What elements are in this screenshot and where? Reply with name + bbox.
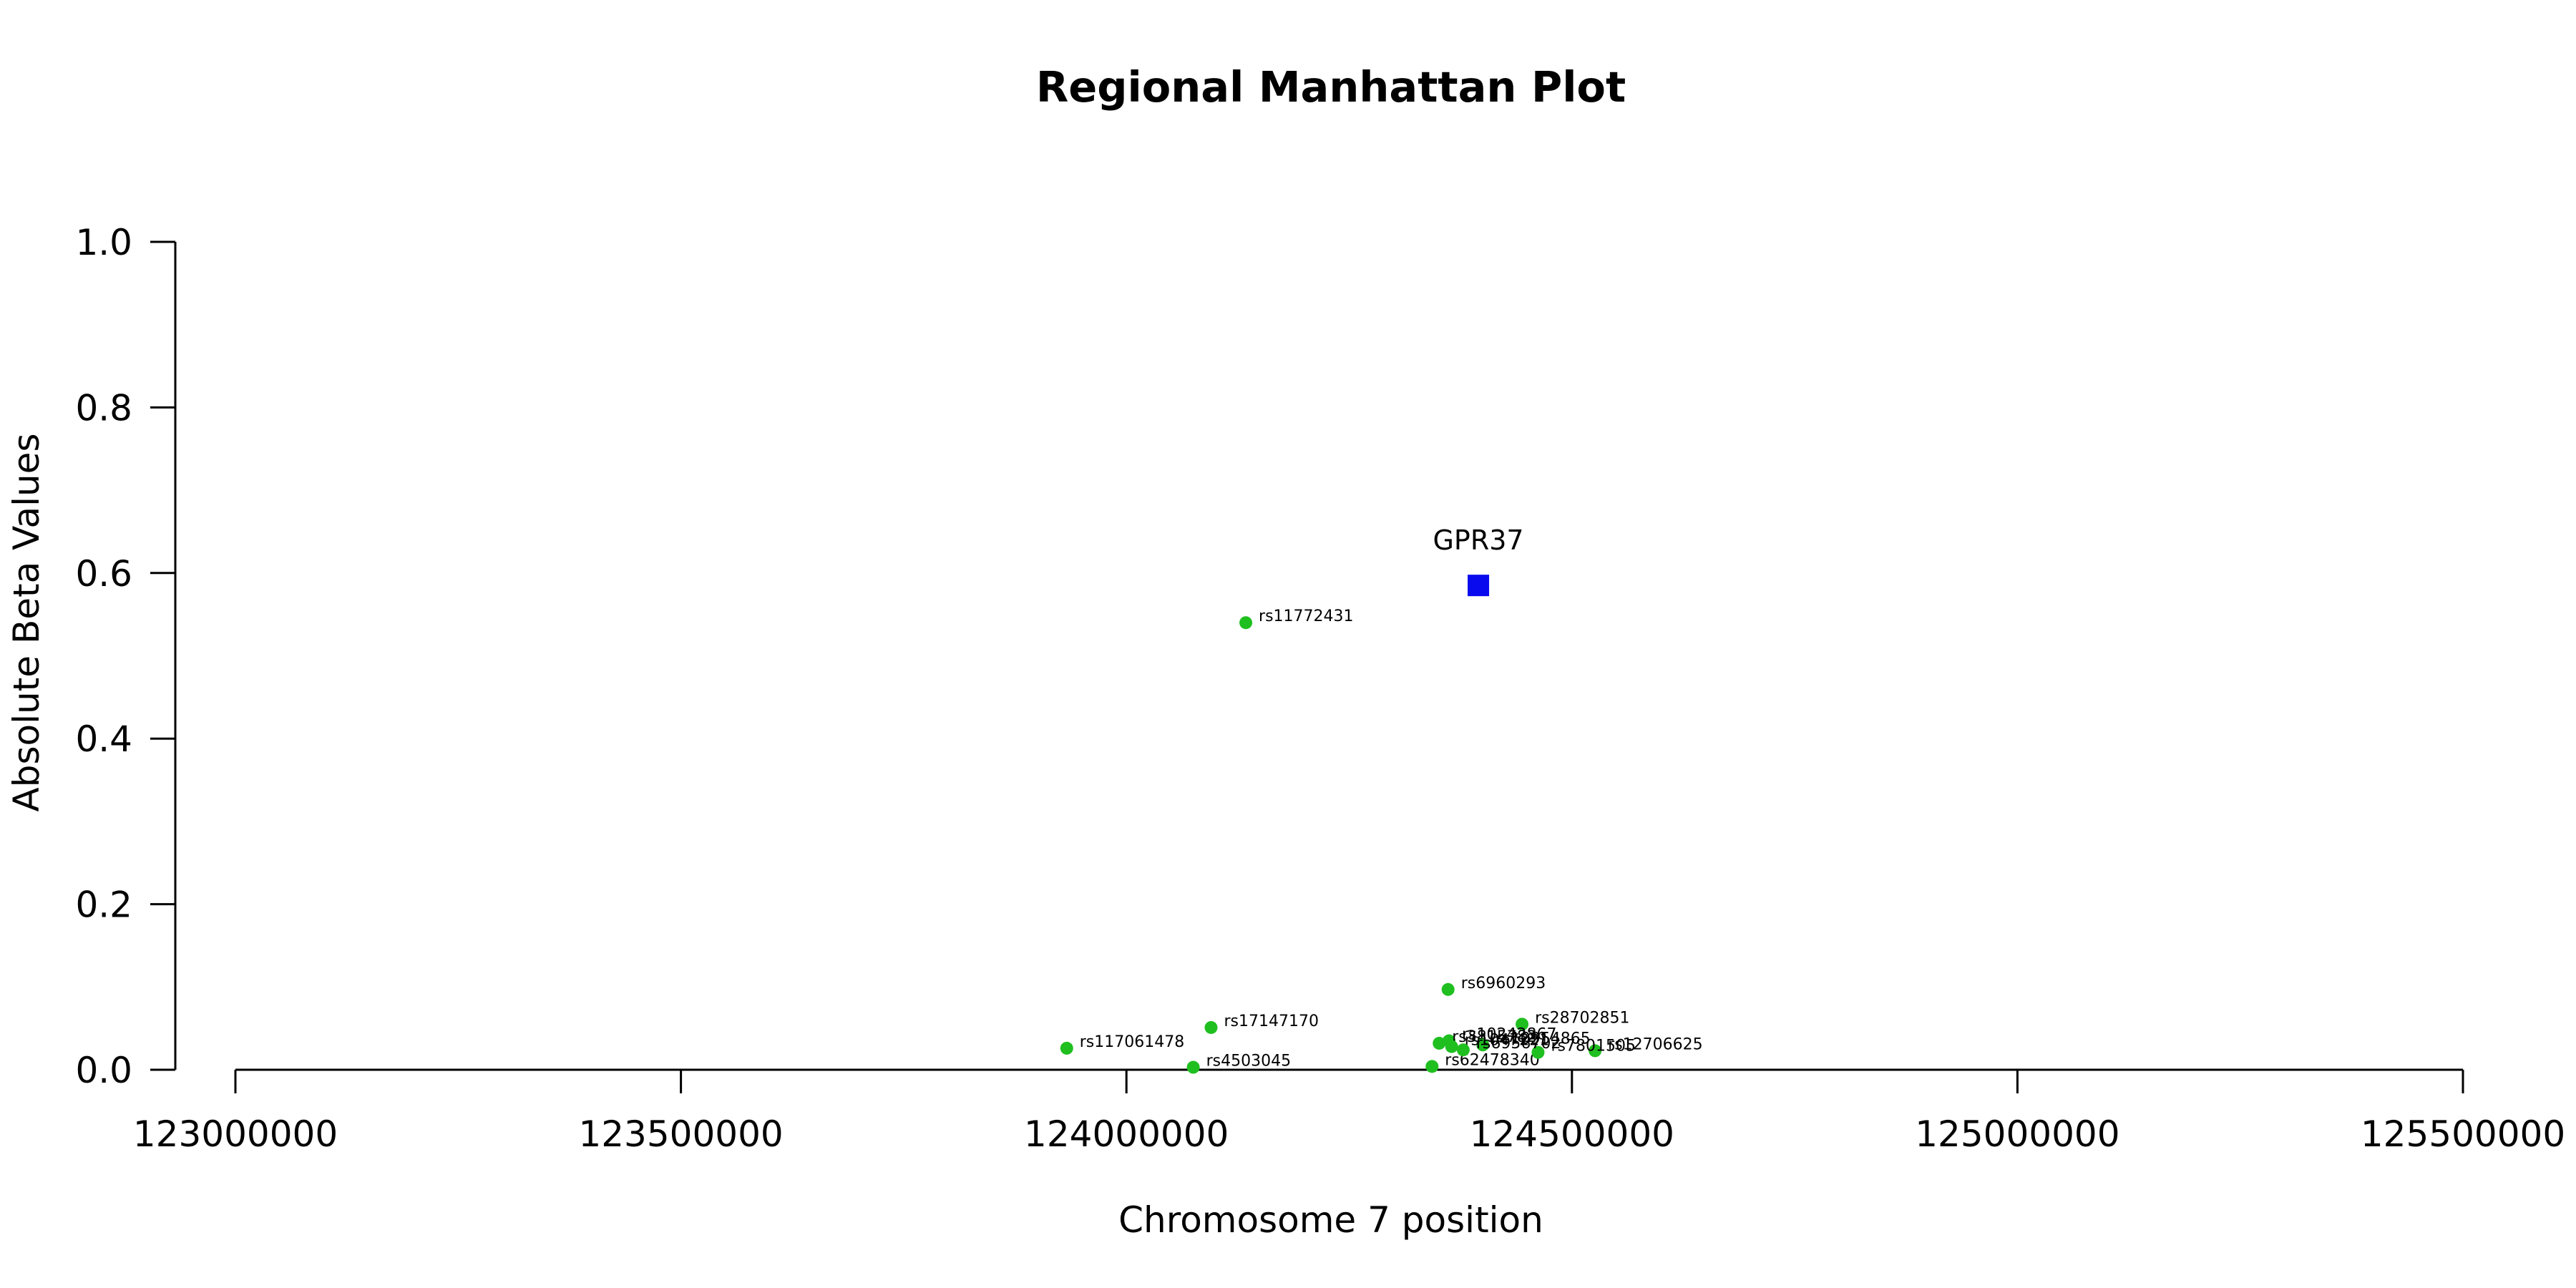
snp-point (1476, 1038, 1490, 1052)
snp-point (1239, 616, 1253, 630)
snp-label: rs3815782 (1452, 1028, 1536, 1046)
x-axis-ticks: 123000000 123500000 124000000 124500000 1250… (133, 1070, 2565, 1155)
gene-marker-group: GPR37 (1433, 525, 1524, 597)
gene-marker (1468, 575, 1490, 597)
snp-point (1531, 1045, 1545, 1059)
snp-label: rs17147170 (1224, 1013, 1318, 1030)
y-tick-label: 0.4 (75, 718, 132, 760)
x-tick-label: 124000000 (1024, 1113, 1229, 1155)
snp-point (1445, 1040, 1458, 1053)
snp-label: rs10242867 (1462, 1026, 1556, 1044)
snp-label: rs28702851 (1535, 1009, 1629, 1027)
y-axis-label: Absolute Beta Values (6, 434, 47, 812)
y-tick-label: 0.8 (75, 387, 132, 429)
snp-point (1425, 1060, 1439, 1073)
chart-title: Regional Manhattan Plot (1036, 62, 1626, 112)
snp-point (1060, 1041, 1073, 1055)
snp-label: rs6956702 (1476, 1035, 1561, 1053)
x-tick-label: 125000000 (1915, 1113, 2119, 1155)
snp-point (1441, 982, 1455, 996)
snp-label: rs12706625 (1608, 1035, 1702, 1053)
y-tick-label: 1.0 (75, 222, 132, 263)
x-tick-label: 123500000 (578, 1113, 783, 1155)
x-tick-label: 125500000 (2361, 1113, 2565, 1155)
snp-point (1204, 1020, 1218, 1034)
snp-label: rs117061478 (1080, 1033, 1184, 1051)
snp-label: rs6960293 (1461, 975, 1546, 992)
snp-point (1456, 1043, 1470, 1057)
snp-label: rs7801505 (1551, 1038, 1636, 1055)
snp-label: rs4503045 (1206, 1053, 1292, 1070)
y-tick-label: 0.0 (75, 1050, 132, 1091)
x-tick-label: 123000000 (133, 1113, 338, 1155)
gene-label: GPR37 (1433, 525, 1523, 556)
y-tick-label: 0.6 (75, 553, 132, 595)
snp-point (1433, 1036, 1446, 1050)
snp-label: rs1047221 (1465, 1032, 1550, 1050)
snp-label: rs10954865 (1496, 1030, 1590, 1048)
x-axis-label: Chromosome 7 position (1118, 1199, 1543, 1241)
snp-label: rs11772431 (1259, 608, 1353, 625)
snp-points: rs11772431 rs6960293 rs28702851 rs17147170 r… (1060, 608, 1703, 1074)
snp-point (1589, 1044, 1602, 1058)
y-axis-ticks: 0.0 0.2 0.4 0.6 0.8 1.0 (75, 222, 175, 1091)
snp-point (1186, 1060, 1200, 1074)
x-tick-label: 124500000 (1470, 1113, 1674, 1155)
snp-point (1516, 1018, 1529, 1031)
y-tick-label: 0.2 (75, 884, 132, 926)
